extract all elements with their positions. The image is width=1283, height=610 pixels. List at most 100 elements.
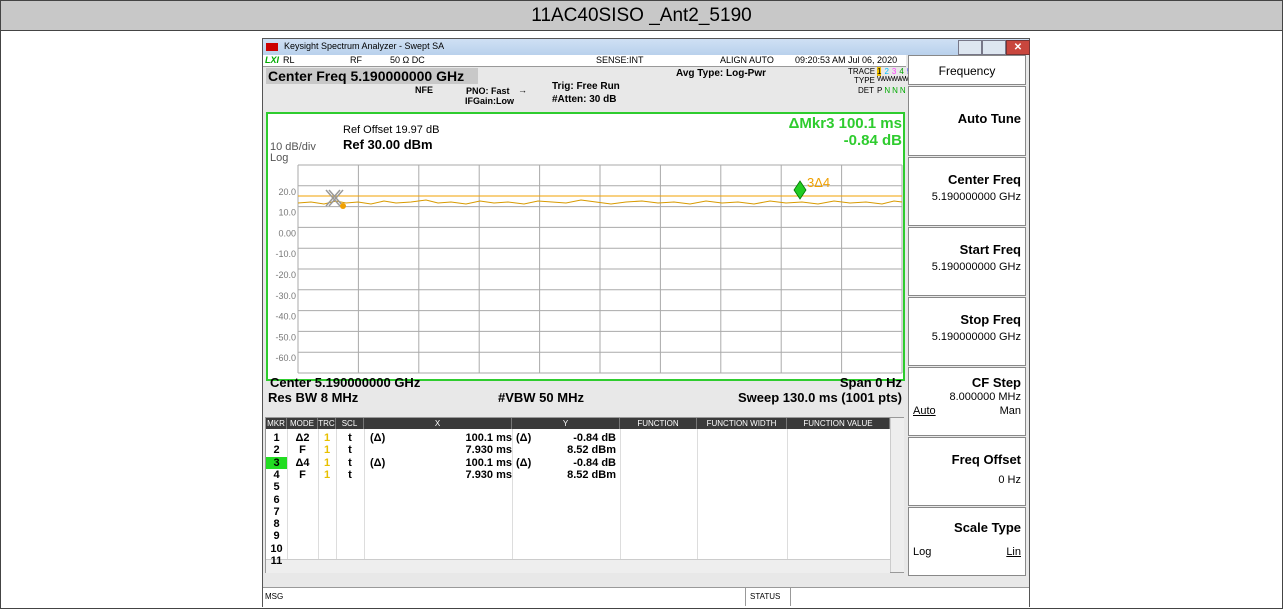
maximize-button[interactable] <box>982 40 1006 55</box>
marker-number: 4 <box>273 468 280 481</box>
marker-number: 11 <box>270 555 283 567</box>
status: STATUS <box>745 587 791 606</box>
softkey-label: Center Freq <box>948 172 1021 187</box>
status-datetime: 09:20:53 AM Jul 06, 2020 <box>795 55 898 65</box>
column-header: FUNCTION WIDTH <box>697 418 787 429</box>
y-tick-label: -60.0 <box>275 353 296 363</box>
det-value: P <box>877 86 883 95</box>
softkey-option-log: Log <box>913 546 932 558</box>
table-cell: Δ2 <box>295 432 310 444</box>
softkey-value: 5.190000000 GHz <box>931 261 1021 273</box>
table-cell: 8.52 dBm <box>567 468 616 481</box>
table-cell: F <box>299 468 306 481</box>
footer-vbw: #VBW 50 MHz <box>498 390 584 405</box>
softkey-option-auto: Auto <box>913 405 936 417</box>
softkey-option-man: Man <box>999 405 1021 417</box>
table-hscroll <box>266 559 890 573</box>
table-cell: F <box>299 444 306 457</box>
status-rl: RL <box>283 55 295 65</box>
column-header: Y <box>512 418 620 429</box>
marker-number: 10 <box>270 542 283 555</box>
table-cell: (Δ) <box>516 456 532 469</box>
y-tick-label: 20.0 <box>278 187 296 197</box>
marker-label: 3Δ4 <box>807 175 830 190</box>
type-values: WWWWWW <box>877 76 912 83</box>
column-header: TRC <box>318 418 336 429</box>
table-cell: 1 <box>323 456 331 469</box>
det-label: DET <box>858 86 874 95</box>
window-titlebar <box>263 39 1029 55</box>
softkey-scale-type[interactable]: Scale Type Log Lin <box>908 507 1026 576</box>
status-align: ALIGN AUTO <box>720 55 774 65</box>
trace-number: 2 <box>884 67 889 76</box>
table-header: MKR MODE TRC SCL X Y FUNCTION FUNCTION WIDTH FUN… <box>266 418 903 429</box>
close-button[interactable]: ✕ <box>1006 40 1030 55</box>
table-cell: (Δ) <box>370 456 386 469</box>
softkey-label: Start Freq <box>959 242 1021 257</box>
table-cell: 8.52 dBm <box>567 444 616 457</box>
softkey-start-freq[interactable]: Start Freq 5.190000000 GHz <box>908 227 1026 296</box>
message-bar <box>263 587 1029 607</box>
det-value: N <box>884 86 891 95</box>
ifgain: IFGain:Low <box>465 96 514 106</box>
trace-number: 3 <box>891 67 897 76</box>
type-label: TYPE <box>854 76 875 85</box>
minimize-button[interactable] <box>958 40 982 55</box>
footer-center: Center 5.190000000 GHz <box>270 375 421 390</box>
grid: 20.0 10.0 0.00 -10.0 -20.0 -30.0 -40.0 -50.0 -60… <box>275 164 903 374</box>
marker-number: 1 <box>273 432 280 444</box>
softkey-freq-offset[interactable]: Freq Offset 0 Hz <box>908 437 1026 506</box>
graph: 20.0 10.0 0.00 -10.0 -20.0 -30.0 -40.0 -50.0 -60… <box>266 112 905 381</box>
softkey-auto-tune[interactable]: Auto Tune <box>908 86 1026 156</box>
column-divider <box>620 429 621 559</box>
fixed-marker <box>325 189 346 209</box>
pno-arrow: → <box>518 85 527 95</box>
marker-number: 8 <box>273 518 280 531</box>
column-divider <box>318 429 319 559</box>
softkey-label: Freq Offset <box>951 452 1021 467</box>
marker-number: 7 <box>273 505 280 518</box>
y-tick-label: -50.0 <box>275 332 296 342</box>
table-cell: Δ4 <box>295 456 310 469</box>
softkey-cf-step[interactable]: CF Step 8.000000 MHz Auto Man <box>908 367 1026 436</box>
pno: PNO: Fast <box>466 86 510 96</box>
softkey-label: CF Step <box>971 375 1021 390</box>
column-header: X <box>364 418 512 429</box>
softkey-label: Scale Type <box>954 520 1021 535</box>
softkey-value: 5.190000000 GHz <box>931 331 1021 343</box>
marker-readout: ΔMkr3 100.1 ms <box>789 115 902 132</box>
y-tick-label: -30.0 <box>275 291 296 301</box>
softkey-center-freq[interactable]: Center Freq 5.190000000 GHz <box>908 157 1026 226</box>
center-freq-header: Center Freq 5.190000000 GHz <box>266 68 478 84</box>
status-line <box>263 55 906 67</box>
column-header: MODE <box>287 418 318 429</box>
y-tick-label: 0.00 <box>278 228 296 238</box>
table-cell: t <box>348 444 352 457</box>
softkey-value: 5.190000000 GHz <box>931 191 1021 203</box>
y-tick-label: -10.0 <box>275 249 296 259</box>
table-cell: 100.1 ms <box>465 432 512 444</box>
column-divider <box>364 429 365 559</box>
softkey-stop-freq[interactable]: Stop Freq 5.190000000 GHz <box>908 297 1026 366</box>
trig: Trig: Free Run <box>552 81 620 92</box>
avg-type: Avg Type: Log-Pwr <box>676 68 766 79</box>
msg: MSG <box>265 592 284 601</box>
det-value: N <box>899 86 906 95</box>
status-sense: SENSE:INT <box>596 55 644 65</box>
column-header: FUNCTION VALUE <box>787 418 890 429</box>
y-tick-label: 10.0 <box>278 208 296 218</box>
marker-number: 6 <box>273 493 280 506</box>
column-divider <box>697 429 698 559</box>
marker-number: 5 <box>273 481 280 494</box>
table-cell: (Δ) <box>370 432 386 444</box>
marker-table: MKR MODE TRC SCL X Y FUNCTION FUNCTION WIDTH FUN… <box>265 417 904 573</box>
table-cell: 1 <box>323 432 331 444</box>
window-title: Keysight Spectrum Analyzer - Swept SA <box>284 41 445 51</box>
column-divider <box>512 429 513 559</box>
softkey-option-lin: Lin <box>1006 546 1021 558</box>
softkey-value: 0 Hz <box>998 474 1021 486</box>
column-header: SCL <box>336 418 364 429</box>
graph-frame <box>266 112 905 381</box>
table-cell: 100.1 ms <box>465 456 512 469</box>
